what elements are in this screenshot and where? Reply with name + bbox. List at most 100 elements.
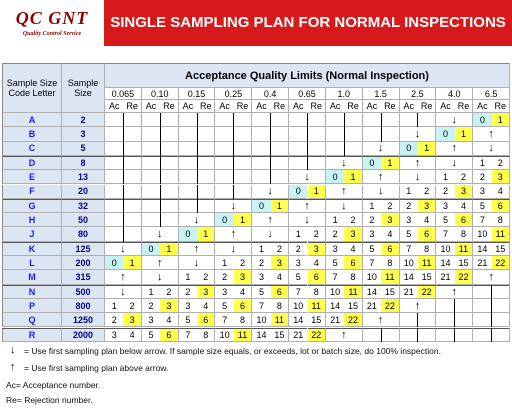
ac-value: 5 bbox=[289, 270, 308, 285]
note-text: Re= Rejection number. bbox=[6, 395, 93, 405]
re-value: 6 bbox=[233, 298, 253, 314]
ac-value: 2 bbox=[325, 227, 345, 242]
ac-value: 21 bbox=[362, 298, 382, 314]
ac-value: 0 bbox=[178, 227, 198, 242]
re-value: 11 bbox=[270, 313, 290, 328]
re-value: 1 bbox=[344, 170, 363, 185]
code-letter: P bbox=[2, 298, 62, 314]
re-value: 8 bbox=[417, 241, 437, 256]
ac-value: 2 bbox=[289, 241, 308, 256]
re-value: 1 bbox=[197, 227, 216, 242]
ac-value: 7 bbox=[252, 298, 271, 314]
ac-value: 7 bbox=[325, 270, 345, 285]
arrow: ↓ bbox=[399, 170, 437, 185]
ac-value: 10 bbox=[215, 327, 234, 342]
re-value: 8 bbox=[270, 298, 290, 314]
arrow: ↑ bbox=[362, 170, 400, 185]
ac-value: 21 bbox=[399, 284, 418, 299]
arrow-line bbox=[380, 113, 382, 128]
arrow-line bbox=[270, 141, 272, 156]
sample-size-header: Sample Size bbox=[62, 63, 105, 113]
arrow-line bbox=[233, 170, 235, 185]
re-value: 4 bbox=[123, 327, 142, 342]
arrow: ↑ bbox=[473, 270, 510, 285]
arrow-line bbox=[491, 313, 493, 328]
logo: QC GNT bbox=[15, 8, 89, 28]
re-value: 15 bbox=[307, 313, 326, 328]
arrow-line bbox=[233, 113, 235, 128]
arrow-line bbox=[122, 155, 124, 171]
arrow-line bbox=[417, 113, 419, 128]
arrow: ↓ bbox=[289, 170, 326, 185]
ac-value: 2 bbox=[252, 256, 271, 271]
re-value: 22 bbox=[344, 313, 363, 328]
re-value: 3 bbox=[491, 170, 510, 185]
sample-size: 125 bbox=[62, 241, 105, 256]
ac-value: 7 bbox=[178, 327, 198, 342]
arrow-line bbox=[454, 298, 456, 314]
ac-value: 3 bbox=[436, 198, 455, 214]
arrow-line bbox=[159, 141, 161, 156]
arrow: ↓ bbox=[178, 256, 216, 271]
ac-value: 1 bbox=[252, 241, 271, 256]
ac-value: 21 bbox=[289, 327, 308, 342]
ac-value: 5 bbox=[436, 213, 455, 228]
re-value: 11 bbox=[454, 241, 474, 256]
ac-label: Ac bbox=[141, 100, 161, 113]
re-value: 1 bbox=[491, 113, 510, 128]
ac-value: 5 bbox=[362, 241, 382, 256]
code-letter: J bbox=[2, 227, 62, 242]
ac-value: 0 bbox=[252, 198, 271, 214]
code-letter: K bbox=[2, 241, 62, 256]
logo-tagline: Quality Control Service bbox=[22, 31, 82, 37]
re-value: 3 bbox=[344, 227, 363, 242]
arrow: ↑ bbox=[105, 270, 142, 285]
ac-value: 7 bbox=[399, 241, 418, 256]
arrow: ↑ bbox=[436, 141, 474, 156]
sample-size: 13 bbox=[62, 170, 105, 185]
arrow: ↑ bbox=[325, 184, 363, 199]
ac-label: Ac bbox=[325, 100, 345, 113]
arrow-line bbox=[343, 113, 345, 128]
arrow: ↓ bbox=[399, 127, 437, 142]
ac-value: 2 bbox=[141, 298, 161, 314]
re-value: 6 bbox=[197, 313, 216, 328]
arrow: ↑ bbox=[362, 313, 400, 328]
sample-size: 3 bbox=[62, 127, 105, 142]
ac-label: Ac bbox=[436, 100, 455, 113]
arrow-line bbox=[270, 127, 272, 142]
arrow-line bbox=[122, 170, 124, 185]
ac-value: 2 bbox=[473, 170, 492, 185]
re-value: 1 bbox=[233, 213, 253, 228]
re-value: 4 bbox=[454, 198, 474, 214]
re-value: 2 bbox=[233, 256, 253, 271]
re-value: 3 bbox=[123, 313, 142, 328]
sample-size: 200 bbox=[62, 256, 105, 271]
sample-size: 800 bbox=[62, 298, 105, 314]
note-text: = Use first sampling plan below arrow. I… bbox=[24, 346, 441, 356]
arrow-line bbox=[307, 127, 308, 142]
re-value: 1 bbox=[381, 155, 400, 171]
arrow-line bbox=[233, 184, 235, 199]
arrow-line bbox=[196, 198, 198, 214]
sample-size: 20 bbox=[62, 184, 105, 199]
re-value: 6 bbox=[270, 284, 290, 299]
ac-value: 7 bbox=[473, 213, 492, 228]
arrow-line bbox=[454, 327, 456, 342]
arrow: ↓ bbox=[215, 241, 253, 256]
arrow: ↑ bbox=[436, 284, 474, 299]
re-label: Re bbox=[307, 100, 326, 113]
arrow-line bbox=[417, 327, 419, 342]
ac-value: 5 bbox=[473, 198, 492, 214]
arrow: ↑ bbox=[178, 241, 216, 256]
ac-value: 10 bbox=[325, 284, 345, 299]
arrow-line bbox=[196, 141, 198, 156]
ac-value: 3 bbox=[399, 213, 418, 228]
re-value: 8 bbox=[233, 313, 253, 328]
arrow: ↓ bbox=[252, 227, 290, 242]
re-label: Re bbox=[381, 100, 400, 113]
ac-value: 1 bbox=[289, 227, 308, 242]
ac-value: 0 bbox=[362, 155, 382, 171]
re-value: 2 bbox=[307, 227, 326, 242]
sample-size: 80 bbox=[62, 227, 105, 242]
